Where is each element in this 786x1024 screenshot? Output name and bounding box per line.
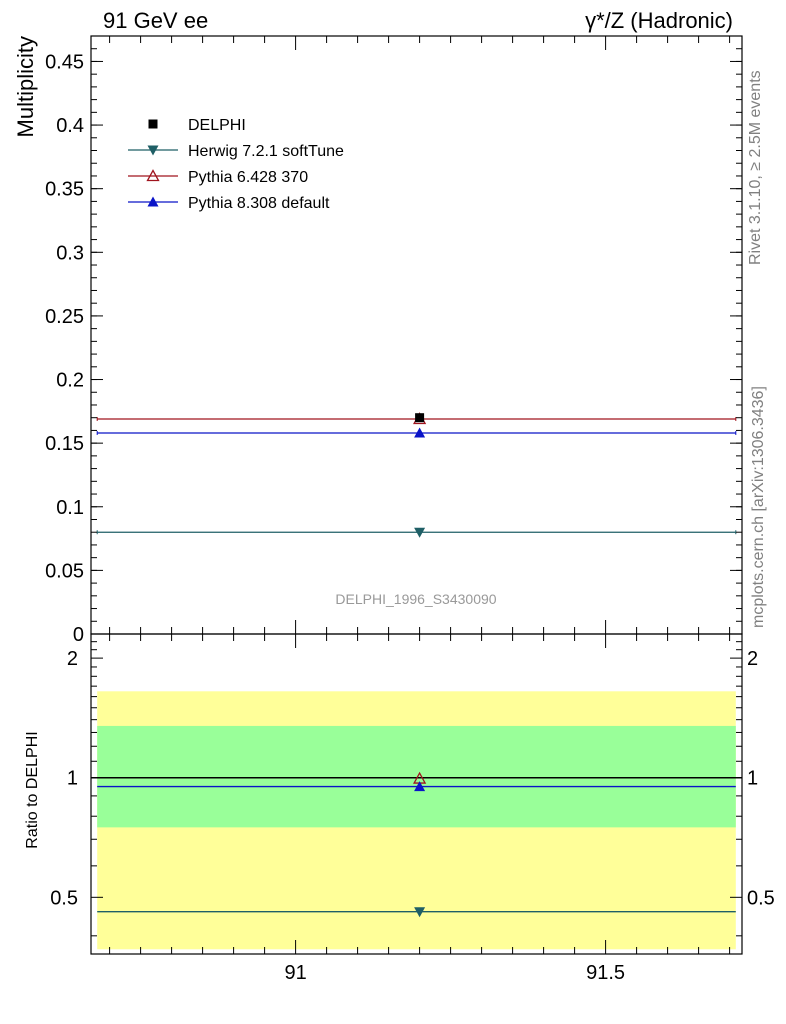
- ratio-point-2: [414, 781, 426, 792]
- ratio-y-tick-label: 1: [67, 768, 78, 790]
- header-right-label: γ*/Z (Hadronic): [585, 8, 733, 33]
- main-y-tick-label: 0.05: [45, 560, 84, 582]
- legend-marker-0: [148, 119, 158, 129]
- main-y-axis-label: Multiplicity: [13, 36, 38, 137]
- legend-marker-2: [146, 169, 160, 182]
- main-y-tick-label: 0.35: [45, 179, 84, 201]
- main-y-tick-label: 0.1: [56, 497, 84, 519]
- main-y-tick-label: 0.2: [56, 370, 84, 392]
- data-point-1: [414, 527, 426, 538]
- ratio-panel: 0.5 0.5 1 1 2 2 91 91.5: [50, 633, 775, 984]
- main-panel: 0 0.05 0.1 0.15 0.2 0.25 0.3 0.35 0.4 0.45 DELPHI H…: [45, 35, 743, 646]
- main-y-tick-label: 0.25: [45, 306, 84, 328]
- ratio-y-tick-label-right: 0.5: [747, 887, 775, 909]
- main-y-tick-label: 0: [73, 624, 84, 646]
- legend-marker-1: [147, 145, 159, 156]
- rivet-version-label: Rivet 3.1.10, ≥ 2.5M events: [747, 70, 764, 265]
- legend-label-0: DELPHI: [188, 117, 246, 134]
- ratio-y-tick-label: 0.5: [50, 887, 78, 909]
- data-point-3: [414, 427, 426, 438]
- analysis-id-watermark: DELPHI_1996_S3430090: [335, 591, 496, 607]
- legend-label-3: Pythia 8.308 default: [188, 195, 330, 212]
- legend-label-1: Herwig 7.2.1 softTune: [188, 143, 344, 160]
- main-y-tick-label: 0.3: [56, 242, 84, 264]
- header-left-label: 91 GeV ee: [103, 8, 208, 33]
- ratio-panel-frame: [90, 633, 743, 955]
- main-y-tick-label: 0.4: [56, 115, 84, 137]
- mcplots-credit-label: mcplots.cern.ch [arXiv:1306.3436]: [750, 386, 767, 628]
- legend-label-2: Pythia 6.428 370: [188, 169, 308, 186]
- main-y-tick-label: 0.15: [45, 433, 84, 455]
- ratio-y-tick-label: 2: [67, 648, 78, 670]
- x-tick-label: 91.5: [586, 962, 625, 984]
- legend-marker-3: [147, 196, 159, 207]
- ratio-point-0: [414, 907, 426, 918]
- main-y-tick-label: 0.45: [45, 51, 84, 73]
- ratio-y-tick-label-right: 1: [747, 768, 758, 790]
- ratio-band-inner: [97, 725, 736, 828]
- x-tick-label: 91: [284, 962, 306, 984]
- ratio-y-tick-label-right: 2: [747, 648, 758, 670]
- data-point-0: [415, 413, 425, 423]
- ratio-y-axis-label: Ratio to DELPHI: [24, 731, 41, 848]
